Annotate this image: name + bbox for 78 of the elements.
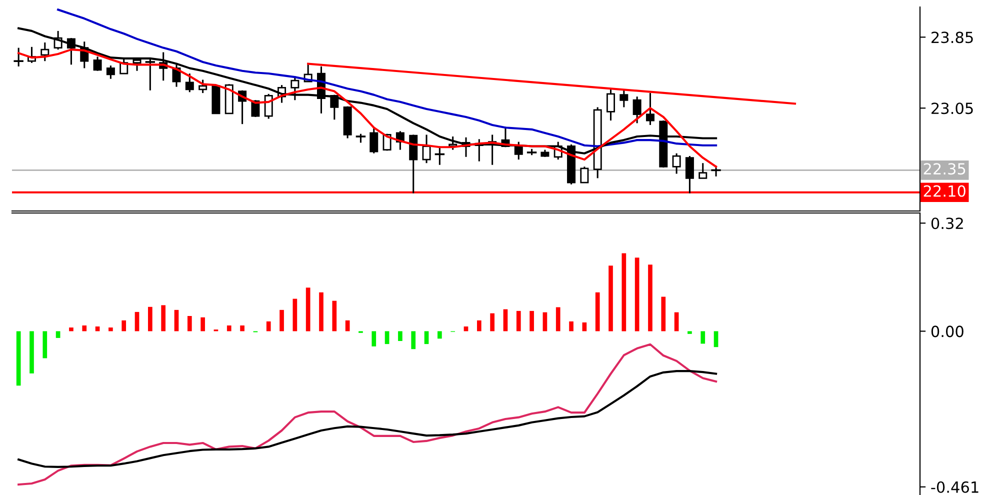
y-tick-label: -0.461: [931, 481, 978, 493]
bar: [634, 258, 640, 332]
bar: [174, 310, 179, 332]
bar: [503, 309, 508, 332]
candlestick: [93, 56, 102, 72]
candlestick: [370, 128, 378, 154]
candlestick: [646, 92, 654, 126]
candlestick: [14, 47, 24, 68]
bar: [240, 325, 244, 332]
candlestick: [580, 166, 589, 184]
bar: [714, 331, 718, 348]
bar: [530, 310, 534, 332]
candlestick: [40, 42, 50, 62]
bar: [42, 331, 48, 358]
bar: [292, 298, 298, 332]
candlestick: [145, 58, 156, 92]
candlestick: [132, 56, 142, 72]
bar: [69, 327, 74, 332]
y-tick-label: 23.85: [932, 32, 973, 44]
bar: [608, 266, 613, 332]
bar: [674, 312, 679, 332]
bar: [398, 331, 402, 341]
bar: [16, 331, 21, 386]
bar: [319, 292, 324, 332]
bar: [280, 310, 284, 332]
candlestick: [698, 162, 708, 179]
line-series: [18, 370, 718, 468]
bar: [332, 300, 337, 332]
bar: [372, 331, 376, 346]
candlestick: [422, 134, 431, 164]
y-tick-label: 0.00: [931, 326, 964, 338]
line-series: [57, 8, 718, 148]
bar: [438, 331, 442, 339]
bar: [56, 331, 60, 338]
candlestick: [434, 145, 445, 166]
bar: [384, 331, 390, 344]
candlestick: [606, 88, 615, 122]
candlestick: [409, 134, 418, 194]
bar: [569, 321, 574, 332]
bar: [122, 320, 126, 332]
bar: [134, 312, 140, 332]
bar: [542, 312, 548, 332]
candlestick: [685, 155, 694, 194]
candlestick: [106, 64, 115, 80]
bar: [82, 325, 87, 332]
bar: [648, 264, 652, 332]
ref-line-label: 22.35: [924, 163, 966, 175]
bar: [556, 307, 560, 332]
line-series: [18, 48, 718, 168]
bar: [700, 331, 706, 344]
bar: [424, 331, 429, 344]
y-tick-label: 0.32: [931, 218, 963, 230]
candlestick: [290, 75, 300, 101]
candlestick: [620, 90, 628, 108]
candlestick: [632, 96, 642, 124]
line-series: [18, 343, 718, 486]
bar: [622, 253, 626, 332]
candlestick: [672, 152, 681, 175]
bar: [148, 306, 152, 332]
bar: [411, 331, 416, 350]
bar: [200, 317, 205, 332]
bar: [30, 331, 34, 374]
y-tick-label: 23.05: [932, 102, 973, 114]
bar: [226, 325, 232, 332]
bar: [516, 310, 521, 332]
bar: [266, 321, 271, 332]
bar: [490, 313, 494, 332]
bar: [476, 320, 482, 332]
bar: [688, 331, 692, 334]
bar: [187, 316, 192, 332]
bar: [595, 292, 600, 332]
bar: [661, 296, 666, 332]
ref-line-label: 22.10: [924, 185, 966, 197]
candlestick: [185, 72, 194, 93]
bar: [306, 288, 310, 332]
bar: [108, 327, 113, 332]
bar: [161, 305, 166, 332]
candlestick: [198, 78, 208, 94]
